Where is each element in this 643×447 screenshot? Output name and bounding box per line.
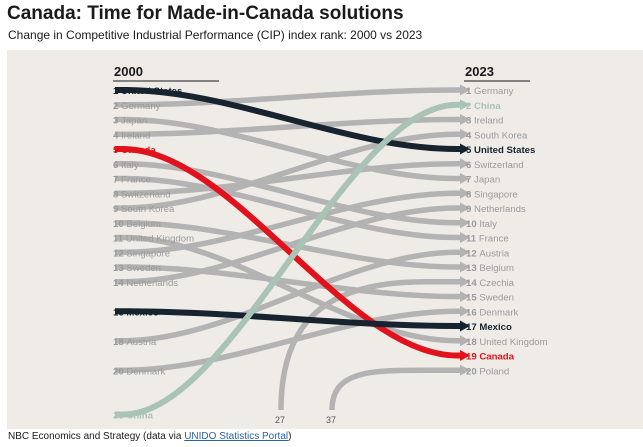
right-label-denmark: 16 Denmark	[466, 307, 518, 318]
left-label-china: 23 China	[113, 411, 154, 422]
right-label-france: 11 France	[466, 234, 509, 245]
slope-chart: 1 United States 2 Germany 3 Japan 4 Ireland…	[113, 64, 548, 425]
right-label-singapore: 8 Singapore	[466, 189, 518, 200]
flow-arrowhead-netherlands	[460, 202, 470, 214]
flow-france	[115, 175, 465, 241]
flow-arrowhead-united-states	[460, 143, 470, 155]
flow-china	[115, 101, 465, 418]
flow-arrowhead-south-korea	[460, 128, 470, 140]
right-label-ireland: 3 Ireland	[466, 116, 503, 127]
flow-mexico	[115, 308, 465, 329]
flow-arrowhead-sweden	[460, 291, 470, 302]
flow-arrowhead-ireland	[460, 114, 470, 125]
right-label-canada: 19 Canada	[466, 352, 515, 363]
left-label-south-korea: 9 South Korea	[113, 204, 175, 215]
year-label-left: 2000	[114, 64, 143, 79]
flow-czechia	[278, 279, 465, 411]
flow-arrowhead-belgium	[460, 261, 470, 273]
left-label-austria: 18 Austria	[113, 337, 157, 348]
right-label-netherlands: 9 Netherlands	[466, 204, 526, 215]
flow-germany	[115, 87, 465, 108]
left-label-japan: 3 Japan	[113, 116, 147, 127]
flow-switzerland	[115, 161, 465, 196]
flow-canada	[115, 146, 465, 359]
flow-sweden	[115, 264, 465, 300]
right-label-germany: 1 Germany	[466, 86, 514, 97]
offchart-rank-37: 37	[326, 415, 336, 425]
flow-arrowhead-france	[460, 232, 470, 243]
flow-united-states	[115, 87, 465, 152]
source-link[interactable]: UNIDO Statistics Portal	[184, 431, 289, 442]
flow-arrowhead-canada	[460, 350, 470, 361]
flow-ireland	[115, 116, 465, 137]
left-label-canada: 5 Canada	[113, 145, 156, 156]
flow-arrowhead-japan	[460, 173, 470, 184]
right-label-united-kingdom: 18 United Kingdom	[466, 337, 548, 348]
flow-arrowhead-switzerland	[460, 158, 470, 170]
flow-arrowhead-austria	[460, 246, 470, 258]
flow-italy	[115, 161, 465, 226]
left-label-united-kingdom: 11 United Kingdom	[113, 234, 194, 245]
flow-japan	[115, 116, 465, 182]
right-label-sweden: 15 Sweden	[466, 293, 514, 304]
left-label-germany: 2 Germany	[113, 101, 161, 112]
left-label-belgium: 10 Belgium	[113, 219, 161, 230]
chart-title: Canada: Time for Made-in-Canada solution…	[7, 3, 404, 24]
offchart-rank-27: 27	[275, 415, 285, 425]
right-label-belgium: 13 Belgium	[466, 263, 514, 274]
flow-united-kingdom	[115, 234, 465, 344]
flow-austria	[115, 249, 465, 344]
flow-arrowhead-czechia	[460, 276, 470, 288]
chart-subtitle: Change in Competitive Industrial Perform…	[8, 28, 423, 42]
left-label-ireland: 4 Ireland	[113, 130, 150, 141]
flow-arrowhead-italy	[460, 217, 470, 229]
left-label-france: 7 France	[113, 175, 151, 186]
flow-singapore	[115, 190, 465, 255]
right-label-china: 2 China	[466, 101, 501, 112]
source-note: NBC Economics and Strategy (data via UNI…	[8, 431, 291, 442]
flow-arrowhead-singapore	[460, 187, 470, 199]
flow-arrowhead-mexico	[460, 320, 470, 332]
left-label-switzerland: 8 Switzerland	[113, 189, 171, 200]
right-label-south-korea: 4 South Korea	[466, 130, 528, 141]
source-prefix: NBC Economics and Strategy (data via	[8, 431, 185, 442]
left-label-denmark: 20 Denmark	[113, 366, 165, 377]
flow-arrowhead-denmark	[460, 305, 470, 317]
right-label-united-states: 5 United States	[466, 145, 535, 156]
flow-netherlands	[115, 205, 465, 285]
flow-arrowhead-germany	[460, 84, 470, 96]
flow-arrowhead-united-kingdom	[460, 335, 470, 347]
left-label-singapore: 12 Singapore	[113, 248, 170, 259]
flow-denmark	[115, 308, 465, 373]
right-label-poland: 20 Poland	[466, 366, 509, 377]
chart-panel: 1 United States 2 Germany 3 Japan 4 Ireland…	[7, 50, 643, 429]
flow-south-korea	[115, 131, 465, 211]
flow-arrowhead-china	[460, 99, 470, 111]
right-label-japan: 7 Japan	[466, 175, 500, 186]
right-label-switzerland: 6 Switzerland	[466, 160, 524, 171]
flow-poland	[329, 367, 465, 411]
left-label-united-states: 1 United States	[113, 86, 182, 97]
right-label-austria: 12 Austria	[466, 248, 510, 259]
flow-arrowhead-poland	[460, 364, 470, 376]
left-label-netherlands: 14 Netherlands	[113, 278, 178, 289]
left-label-italy: 6 Italy	[113, 160, 139, 171]
left-label-mexico: 16 Mexico	[113, 307, 159, 318]
right-label-czechia: 14 Czechia	[466, 278, 515, 289]
right-label-mexico: 17 Mexico	[466, 322, 512, 333]
right-label-italy: 10 Italy	[466, 219, 497, 230]
source-suffix: )	[288, 431, 292, 442]
left-label-sweden: 13 Sweden	[113, 263, 161, 274]
year-label-right: 2023	[465, 64, 494, 79]
